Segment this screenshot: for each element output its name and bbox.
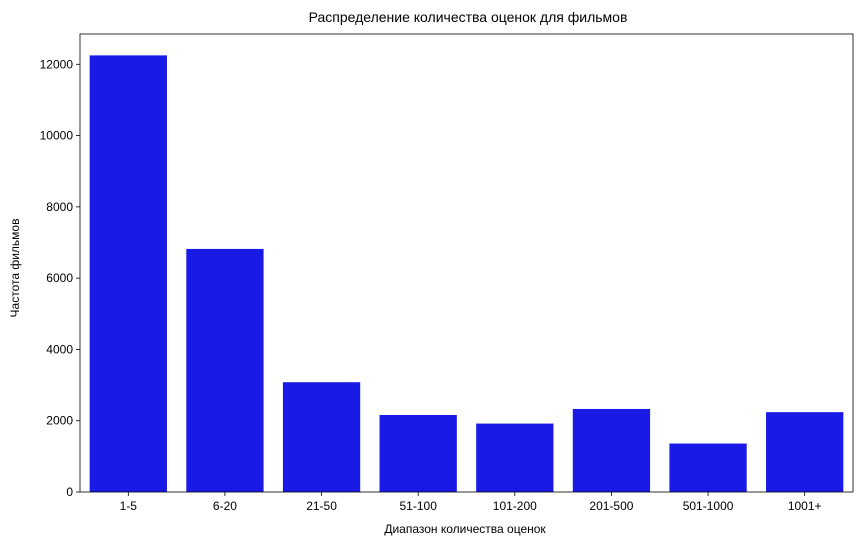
bar-51-100 [379,415,457,492]
y-axis-label: Частота фильмов [8,219,22,318]
x-tick-label: 201-500 [589,499,633,513]
x-tick-label: 501-1000 [683,499,734,513]
bar-21-50 [282,382,361,492]
x-tick-label: 21-50 [306,499,337,513]
y-axis: 0 2000 4000 6000 8000 10000 12000 [40,57,80,499]
bar-201-500 [572,408,651,492]
x-tick-label: 101-200 [493,499,537,513]
x-tick-label: 6-20 [213,499,237,513]
bar-6-20 [186,248,264,492]
chart-title: Распределение количества оценок для филь… [309,9,628,25]
bar-501-1000 [669,443,747,492]
x-tick-label: 51-100 [400,499,438,513]
y-tick-label: 12000 [40,57,74,71]
y-tick-label: 8000 [46,200,73,214]
x-axis-label: Диапазон количества оценок [384,522,546,536]
y-tick-label: 4000 [46,342,73,356]
x-tick-label: 1001+ [788,499,822,513]
y-tick-label: 6000 [46,271,73,285]
plot-frame [79,33,854,493]
y-tick-label: 10000 [40,129,74,143]
bars-group [89,55,844,492]
bar-1001+ [766,412,844,492]
bar-1-5 [89,55,167,492]
bar-101-200 [476,423,554,492]
y-tick-label: 2000 [46,414,73,428]
x-tick-label: 1-5 [120,499,138,513]
x-axis: 1-5 6-20 21-50 51-100 101-200 201-500 501-1000… [120,492,822,513]
y-tick-label: 0 [66,485,73,499]
